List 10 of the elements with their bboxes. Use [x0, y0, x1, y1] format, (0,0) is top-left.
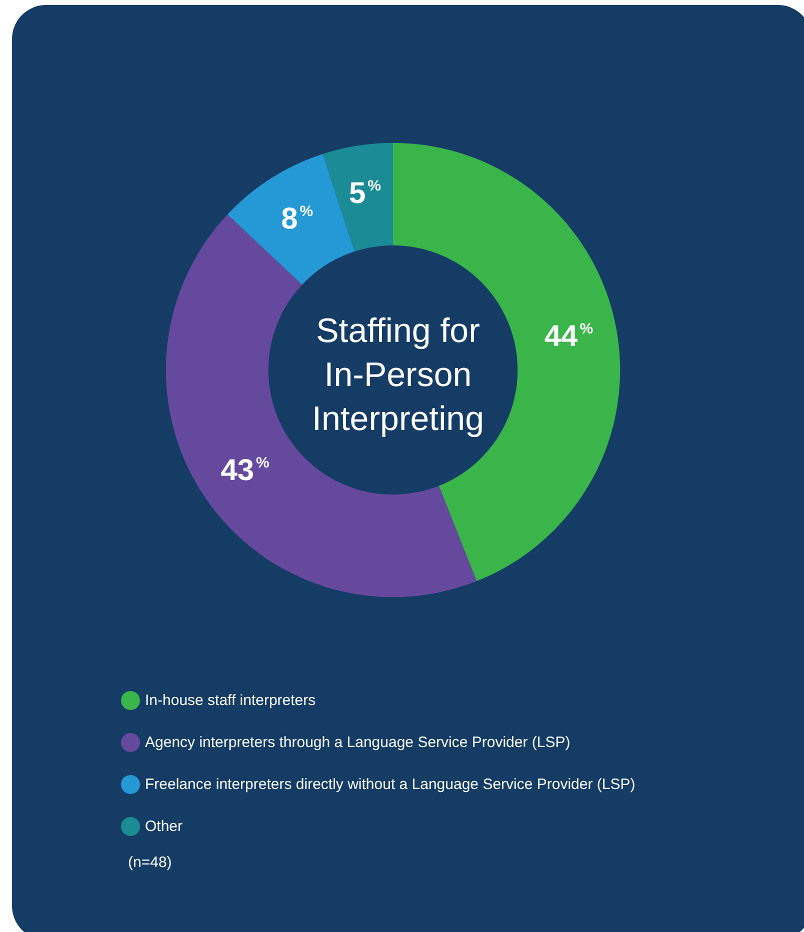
data-label: 5%	[349, 176, 382, 210]
legend-label: Other	[145, 818, 183, 835]
text: (n=48)	[128, 854, 172, 871]
data-label: 8%	[281, 202, 314, 236]
data-label: 44%	[544, 320, 594, 353]
data-label: 43%	[220, 454, 270, 488]
text: Staffing for In-Person Interpreting	[312, 312, 484, 438]
legend-label: Freelance interpreters directly without a Language Service Provider (LSP)	[145, 776, 636, 793]
legend-label: Agency interpreters through a Language Service Provider (LSP)	[145, 734, 570, 751]
legend-label: In-house staff interpreters	[145, 692, 316, 709]
